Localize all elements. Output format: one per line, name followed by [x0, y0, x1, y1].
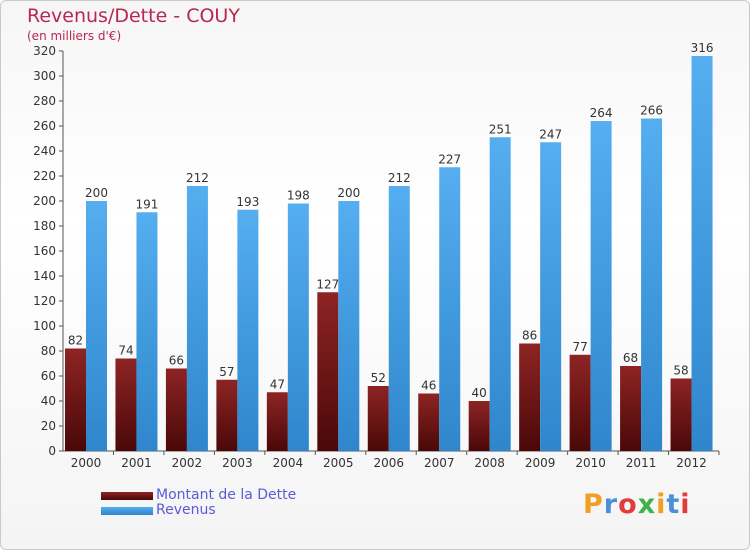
revenue-bar — [590, 121, 612, 451]
y-tick-label: 320 — [33, 44, 56, 58]
debt-bar — [620, 366, 642, 451]
debt-value-label: 58 — [673, 364, 688, 378]
logo-letter: P — [583, 489, 604, 520]
revenue-value-label: 227 — [438, 152, 461, 166]
revenue-bar — [338, 201, 360, 451]
y-tick-label: 40 — [41, 394, 56, 408]
debt-bar — [216, 379, 238, 451]
logo-letter: o — [618, 489, 638, 520]
x-tick-label: 2010 — [575, 456, 606, 470]
debt-bar — [65, 348, 86, 451]
logo-letter: i — [680, 489, 691, 520]
debt-value-label: 40 — [472, 386, 487, 400]
x-tick-label: 2001 — [121, 456, 152, 470]
debt-bar — [418, 393, 440, 451]
debt-value-label: 74 — [118, 344, 133, 358]
revenue-bar — [287, 203, 309, 451]
logo-letter: i — [656, 489, 667, 520]
revenue-value-label: 212 — [186, 171, 209, 185]
revenue-value-label: 191 — [136, 197, 159, 211]
debt-bar — [115, 358, 137, 451]
revenue-bar — [439, 167, 461, 451]
debt-value-label: 57 — [219, 365, 234, 379]
revenue-bar — [136, 212, 158, 451]
revenue-value-label: 316 — [691, 41, 714, 55]
debt-value-label: 77 — [572, 340, 587, 354]
x-tick-label: 2004 — [273, 456, 304, 470]
y-tick-label: 0 — [48, 444, 56, 458]
y-tick-label: 140 — [33, 269, 56, 283]
revenue-value-label: 251 — [489, 122, 512, 136]
chart-title: Revenus/Dette - COUY — [27, 5, 240, 27]
debt-bar — [165, 368, 187, 451]
revenue-bar — [237, 209, 259, 451]
y-tick-label: 120 — [33, 294, 56, 308]
y-tick-label: 240 — [33, 144, 56, 158]
debt-value-label: 127 — [316, 277, 339, 291]
chart-subtitle: (en milliers d'€) — [27, 29, 122, 43]
revenue-bar — [388, 186, 410, 451]
x-tick-label: 2006 — [373, 456, 404, 470]
revenue-value-label: 212 — [388, 171, 411, 185]
y-tick-label: 280 — [33, 94, 56, 108]
y-tick-label: 100 — [33, 319, 56, 333]
y-tick-label: 20 — [41, 419, 56, 433]
y-tick-label: 260 — [33, 119, 56, 133]
debt-value-label: 82 — [68, 334, 83, 348]
x-tick-label: 2005 — [323, 456, 354, 470]
debt-bar — [367, 386, 389, 451]
legend-swatch-debt — [101, 492, 153, 500]
x-tick-label: 2011 — [626, 456, 657, 470]
logo-letter: x — [637, 489, 657, 520]
revenue-value-label: 200 — [337, 186, 360, 200]
revenue-bar — [489, 137, 511, 451]
debt-bar — [266, 392, 288, 451]
y-tick-label: 160 — [33, 244, 56, 258]
x-tick-label: 2012 — [676, 456, 707, 470]
y-tick-label: 220 — [33, 169, 56, 183]
revenue-value-label: 264 — [590, 106, 613, 120]
x-tick-label: 2009 — [525, 456, 556, 470]
y-tick-label: 300 — [33, 69, 56, 83]
y-tick-label: 80 — [41, 344, 56, 358]
revenue-bar — [186, 186, 208, 451]
legend-label-revenue: Revenus — [156, 502, 216, 518]
revenue-value-label: 193 — [236, 195, 259, 209]
x-tick-label: 2003 — [222, 456, 253, 470]
x-tick-label: 2002 — [172, 456, 203, 470]
logo-letter: r — [603, 489, 619, 520]
debt-bar — [569, 354, 591, 451]
revenue-value-label: 198 — [287, 189, 310, 203]
revenue-bar — [540, 142, 562, 451]
debt-bar — [519, 343, 541, 451]
debt-value-label: 66 — [169, 354, 184, 368]
debt-value-label: 68 — [623, 351, 638, 365]
revenue-value-label: 247 — [539, 127, 562, 141]
revenue-bar — [691, 56, 713, 451]
revenue-bar — [641, 118, 663, 451]
proxiti-logo[interactable]: Proxiti — [583, 489, 691, 520]
debt-bar — [468, 401, 490, 451]
legend-label-debt: Montant de la Dette — [156, 487, 297, 503]
debt-value-label: 52 — [371, 371, 386, 385]
logo-letter: t — [666, 489, 681, 520]
revenue-bar — [86, 201, 107, 451]
debt-value-label: 47 — [270, 377, 285, 391]
legend-swatch-revenue — [101, 507, 153, 515]
y-tick-label: 180 — [33, 219, 56, 233]
revenue-value-label: 266 — [640, 104, 663, 118]
revenue-value-label: 200 — [85, 186, 108, 200]
y-tick-label: 60 — [41, 369, 56, 383]
x-tick-label: 2007 — [424, 456, 455, 470]
x-tick-label: 2008 — [474, 456, 505, 470]
debt-bar — [317, 292, 339, 451]
debt-bar — [670, 378, 692, 451]
debt-value-label: 86 — [522, 329, 537, 343]
y-tick-label: 200 — [33, 194, 56, 208]
debt-value-label: 46 — [421, 379, 436, 393]
x-tick-label: 2000 — [71, 456, 102, 470]
